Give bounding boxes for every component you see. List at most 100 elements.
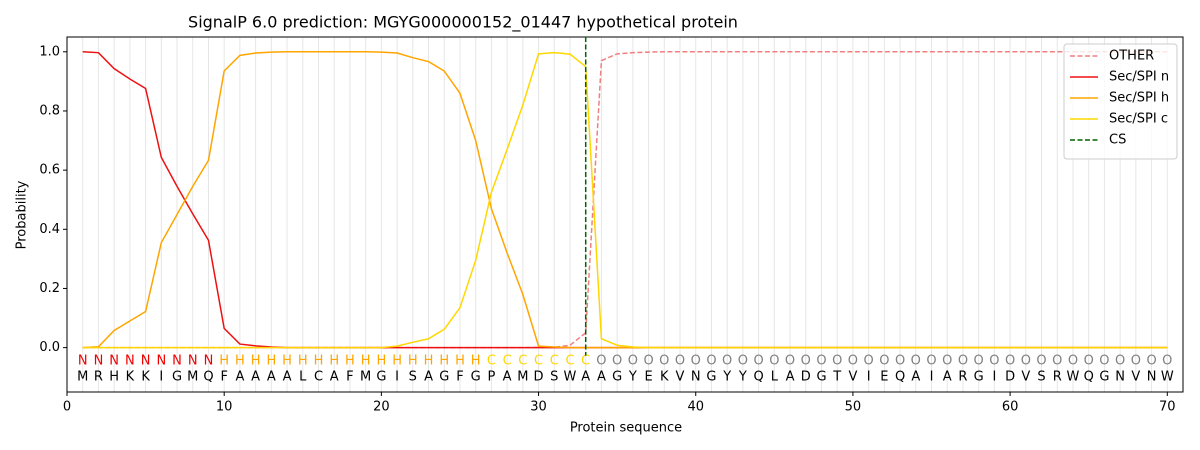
region-label: O: [1099, 354, 1109, 369]
region-label: H: [219, 354, 229, 369]
x-tick-label: 0: [63, 400, 71, 415]
region-label: O: [596, 354, 606, 369]
region-label: O: [738, 354, 748, 369]
region-label: C: [503, 354, 512, 369]
residue: G: [471, 370, 481, 385]
residue: M: [517, 370, 528, 385]
residue: A: [330, 370, 339, 385]
residue: I: [159, 370, 163, 385]
region-label: H: [298, 354, 308, 369]
region-label: O: [1036, 354, 1046, 369]
region-label: H: [361, 354, 371, 369]
region-label: N: [204, 354, 214, 369]
residue: N: [691, 370, 701, 385]
series-line: [82, 51, 1168, 349]
region-label: H: [329, 354, 339, 369]
residue: D: [801, 370, 811, 385]
residue: I: [930, 370, 934, 385]
residue: Q: [895, 370, 905, 385]
residue: C: [314, 370, 323, 385]
residue: Y: [628, 370, 637, 385]
region-label: N: [78, 354, 88, 369]
region-label: O: [1005, 354, 1015, 369]
residue: A: [424, 370, 433, 385]
residue: P: [487, 370, 495, 385]
region-label: N: [125, 354, 135, 369]
chart-title: SignalP 6.0 prediction: MGYG000000152_01…: [188, 13, 738, 33]
region-label: C: [534, 354, 543, 369]
x-tick-label: 30: [530, 400, 547, 415]
residue: A: [251, 370, 260, 385]
region-label: H: [455, 354, 465, 369]
residue: N: [1115, 370, 1125, 385]
y-tick-label: 0.8: [39, 103, 60, 118]
residue: M: [187, 370, 198, 385]
region-label: H: [314, 354, 324, 369]
residue: R: [94, 370, 103, 385]
residue: E: [644, 370, 652, 385]
residue: A: [235, 370, 244, 385]
region-label: O: [753, 354, 763, 369]
residue: S: [1037, 370, 1045, 385]
residue: Q: [753, 370, 763, 385]
residue: G: [1099, 370, 1109, 385]
residue: A: [597, 370, 606, 385]
region-label: O: [1021, 354, 1031, 369]
y-tick-label: 0.0: [39, 340, 60, 355]
y-tick-label: 0.6: [39, 163, 60, 178]
x-tick-label: 70: [1159, 400, 1176, 415]
x-tick-label: 60: [1002, 400, 1019, 415]
residue: A: [283, 370, 292, 385]
region-label: N: [94, 354, 104, 369]
residue: F: [220, 370, 227, 385]
region-label: O: [879, 354, 889, 369]
region-label: H: [408, 354, 418, 369]
region-label: O: [848, 354, 858, 369]
residue: G: [439, 370, 449, 385]
residue: G: [376, 370, 386, 385]
y-tick-label: 0.2: [39, 281, 60, 296]
residue: A: [786, 370, 795, 385]
residue: V: [676, 370, 685, 385]
region-label: H: [471, 354, 481, 369]
region-label: O: [832, 354, 842, 369]
residue: W: [1161, 370, 1174, 385]
residue: A: [911, 370, 920, 385]
residue: D: [534, 370, 544, 385]
region-label: C: [550, 354, 559, 369]
region-label: O: [942, 354, 952, 369]
x-tick-label: 40: [687, 400, 704, 415]
region-label: O: [785, 354, 795, 369]
residue: A: [503, 370, 512, 385]
region-label: O: [816, 354, 826, 369]
region-label: O: [864, 354, 874, 369]
region-label: O: [926, 354, 936, 369]
region-label: O: [691, 354, 701, 369]
region-label: O: [895, 354, 905, 369]
residue: Q: [203, 370, 213, 385]
x-tick-label: 10: [216, 400, 233, 415]
residue: R: [958, 370, 967, 385]
residue: W: [564, 370, 577, 385]
residue: L: [299, 370, 307, 385]
region-label: O: [769, 354, 779, 369]
residue: K: [141, 370, 150, 385]
residue: M: [77, 370, 88, 385]
region-label: N: [188, 354, 198, 369]
region-label: N: [141, 354, 151, 369]
plot-frame: [66, 36, 1184, 393]
region-label: H: [235, 354, 245, 369]
residue: D: [1005, 370, 1015, 385]
region-label: O: [1068, 354, 1078, 369]
residue: Q: [1084, 370, 1094, 385]
region-label: H: [345, 354, 355, 369]
legend-label: Sec/SPI n: [1109, 70, 1169, 85]
region-label: H: [376, 354, 386, 369]
region-label: N: [109, 354, 119, 369]
region-label: O: [675, 354, 685, 369]
residue: M: [360, 370, 371, 385]
legend-label: CS: [1109, 133, 1126, 148]
region-label: O: [612, 354, 622, 369]
region-label: O: [1162, 354, 1172, 369]
